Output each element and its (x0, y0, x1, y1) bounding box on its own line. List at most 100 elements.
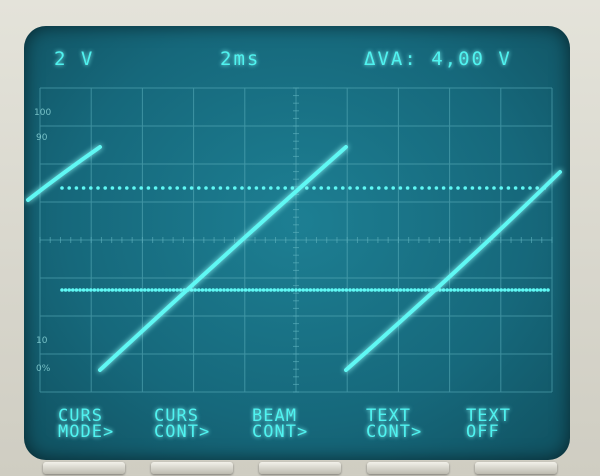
cursor-dot-lower (452, 288, 457, 292)
cursor-dot-lower (384, 288, 388, 292)
cursor-dot-lower (477, 288, 482, 292)
softkey-button-2[interactable] (151, 462, 233, 474)
cursor-dot-lower (485, 288, 489, 292)
cursor-dot-upper (326, 186, 331, 190)
softkey-label-bottom: CONT> (154, 422, 211, 442)
voltage-cursors (60, 186, 550, 292)
cursor-dot-lower (215, 288, 219, 292)
cursor-dot-lower (413, 288, 417, 292)
cursor-dot-lower (405, 288, 410, 292)
cursor-dot-lower (341, 288, 345, 292)
cursor-dot-lower (319, 288, 324, 292)
softkey-label-top: TEXT (366, 406, 411, 426)
cursor-dot-lower (308, 288, 313, 292)
cursor-dot-lower (488, 288, 493, 292)
cursor-dot-lower (74, 288, 79, 292)
cursor-dot-upper (225, 186, 230, 190)
cursor-dot-upper (189, 186, 194, 190)
cursor-dot-lower (305, 288, 309, 292)
cursor-dot-upper (470, 186, 475, 190)
softkey-label-bottom: OFF (466, 422, 500, 442)
cursor-dot-lower (362, 288, 367, 292)
cursor-dot-upper (355, 186, 360, 190)
cursor-dot-lower (99, 288, 104, 292)
cursor-dot-upper (254, 186, 259, 190)
cursor-dot-lower (366, 288, 370, 292)
cursor-dot-lower (193, 288, 197, 292)
cursor-dot-upper (456, 186, 460, 190)
cursor-dot-lower (107, 288, 111, 292)
cursor-dot-lower (323, 288, 327, 292)
trace-ramp-3 (344, 170, 562, 372)
cursor-dot-lower (135, 288, 140, 292)
cursor-dot-lower (269, 288, 273, 292)
cursor-dot-upper (218, 186, 223, 190)
cursor-dot-lower (157, 288, 161, 292)
cursor-dot-lower (387, 288, 392, 292)
cursor-dot-upper (269, 186, 273, 190)
cursor-dot-upper (175, 186, 179, 190)
cursor-dot-lower (258, 288, 262, 292)
cursor-dot-lower (499, 288, 504, 292)
softkey-label-top: CURS (58, 406, 103, 426)
cursor-dot-upper (362, 186, 367, 190)
trace-ramp-2 (98, 145, 348, 372)
sawtooth-waveform (26, 145, 562, 372)
cursor-dot-upper (103, 186, 107, 190)
cursor-dot-upper (117, 186, 122, 190)
softkey-button-3[interactable] (259, 462, 341, 474)
cursor-dot-lower (81, 288, 86, 292)
softkey-button-1[interactable] (43, 462, 125, 474)
cursor-dot-lower (344, 288, 349, 292)
cursor-dot-lower (207, 288, 212, 292)
softkey-label-top: BEAM (252, 406, 297, 426)
cursor-dot-upper (463, 186, 468, 190)
time-per-div-readout: 2ms (220, 48, 261, 70)
cursor-dot-lower (179, 288, 183, 292)
cursor-dot-lower (197, 288, 201, 292)
cursor-dot-lower (438, 288, 442, 292)
cursor-dot-lower (63, 288, 68, 292)
cursor-dot-lower (531, 288, 536, 292)
softkey-text-cont[interactable]: TEXT CONT> (366, 406, 422, 441)
softkey-label-bottom: MODE> (58, 422, 115, 442)
cursor-dot-lower (524, 288, 529, 292)
cursor-dot-lower (211, 288, 215, 292)
cursor-dot-upper (485, 186, 489, 190)
cursor-dot-lower (236, 288, 241, 292)
cursor-dot-upper (204, 186, 208, 190)
cursor-dot-upper (60, 186, 64, 190)
cursor-dot-lower (351, 288, 356, 292)
cursor-dot-lower (283, 288, 288, 292)
cursor-dot-lower (542, 288, 547, 292)
cursor-dot-lower (229, 288, 233, 292)
cursor-dot-upper (290, 186, 295, 190)
cursor-dot-lower (143, 288, 147, 292)
cursor-dot-upper (420, 186, 424, 190)
cursor-dot-upper (434, 186, 439, 190)
cursor-dot-lower (420, 288, 424, 292)
cursor-dot-lower (146, 288, 151, 292)
cursor-dot-upper (67, 186, 71, 190)
cursor-dot-lower (330, 288, 334, 292)
cursor-dot-lower (510, 288, 514, 292)
softkey-curs-cont[interactable]: CURS CONT> (154, 408, 211, 442)
cursor-dot-lower (139, 288, 143, 292)
softkey-beam-cont[interactable]: BEAM CONT> (252, 406, 308, 441)
cursor-dot-upper (305, 186, 309, 190)
softkey-button-5[interactable] (475, 462, 557, 474)
cursor-dot-upper (377, 186, 381, 190)
cursor-dot-lower (503, 288, 507, 292)
softkey-text-off[interactable]: TEXT OFF (466, 408, 511, 442)
cursor-dot-upper (182, 186, 187, 190)
cursor-dot-upper (506, 186, 511, 190)
softkey-curs-mode[interactable]: CURS MODE> (58, 406, 115, 442)
softkey-button-4[interactable] (367, 462, 449, 474)
cursor-dot-lower (348, 288, 352, 292)
cursor-dot-upper (240, 186, 244, 190)
cursor-dot-upper (413, 186, 417, 190)
cursor-dot-lower (161, 288, 165, 292)
cursor-dot-lower (312, 288, 316, 292)
cursor-dot-lower (71, 288, 75, 292)
cursor-dot-lower (125, 288, 129, 292)
